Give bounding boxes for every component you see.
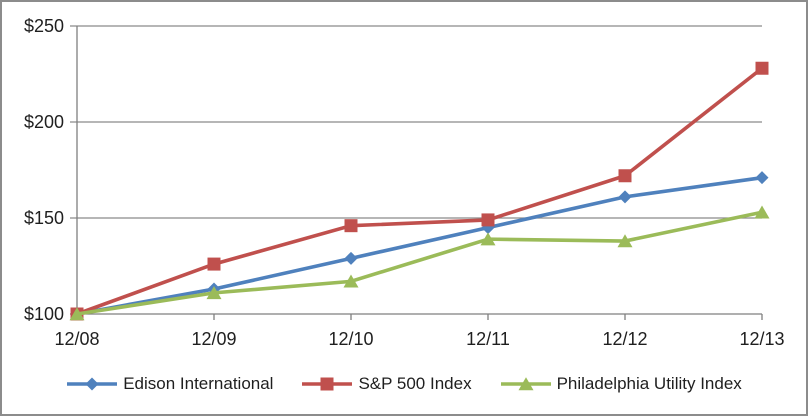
legend-label-sp500-index: S&P 500 Index (358, 374, 472, 393)
y-axis-label: $150 (24, 208, 64, 228)
legend-marker-square (320, 377, 334, 391)
series-line-square (76, 66, 764, 316)
data-point-triangle (69, 307, 85, 321)
data-point-triangle (754, 205, 770, 219)
line-square-marker-icon (302, 377, 353, 391)
legend-marker-triangle (518, 377, 534, 391)
series-line-diamond (76, 175, 763, 316)
data-point-square (207, 257, 221, 271)
legend-item-edison-international: Edison International (66, 374, 273, 394)
data-point-diamond (344, 251, 358, 265)
data-point-triangle (480, 232, 496, 246)
x-axis-label: 12/09 (191, 329, 236, 349)
data-point-square (481, 213, 495, 227)
series-line-triangle (76, 210, 763, 316)
x-axis-label: 12/08 (54, 329, 99, 349)
x-axis-label: 12/11 (466, 329, 510, 349)
y-axis-label: $200 (24, 112, 64, 132)
data-point-square (755, 61, 769, 75)
line-diamond-marker-icon (67, 377, 118, 391)
y-axis-label: $250 (24, 16, 64, 36)
legend-label-philadelphia-utility-index: Philadelphia Utility Index (556, 374, 742, 393)
data-point-triangle (206, 286, 222, 300)
x-axis-label: 12/13 (739, 329, 784, 349)
x-axis-label: 12/12 (602, 329, 647, 349)
legend-item-sp500-index: S&P 500 Index (301, 374, 472, 394)
data-point-diamond (755, 171, 769, 185)
data-point-square (344, 219, 358, 233)
chart-legend: Edison International S&P 500 Index Phila… (2, 370, 806, 398)
plot-area: $100 $150 $200 $250 12/08 12/09 12/10 12/11 12/1… (24, 16, 785, 349)
data-point-triangle (617, 234, 633, 248)
y-axis-label: $100 (24, 304, 64, 324)
legend-marker-diamond (85, 377, 99, 391)
x-axis-label: 12/10 (328, 329, 373, 349)
data-point-diamond (618, 190, 632, 204)
data-point-triangle (343, 274, 359, 288)
legend-item-philadelphia-utility-index: Philadelphia Utility Index (500, 374, 742, 394)
data-point-square (618, 169, 632, 183)
line-triangle-marker-icon (500, 377, 551, 391)
legend-label-edison-international: Edison International (123, 374, 274, 393)
